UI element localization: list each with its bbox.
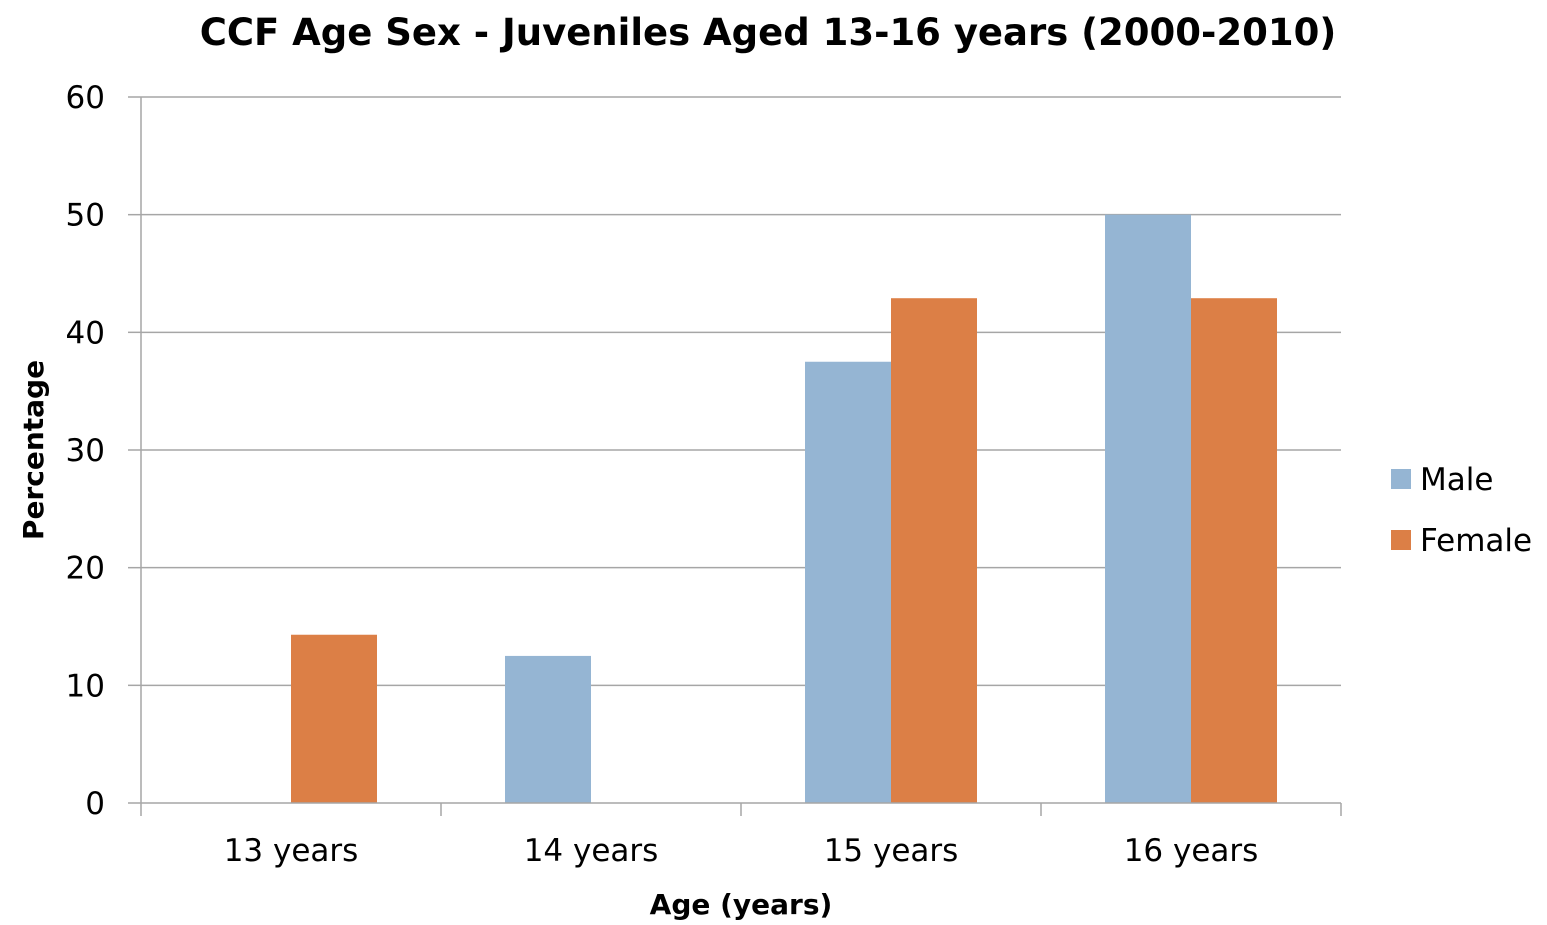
bar-female-1 bbox=[291, 635, 377, 803]
x-tick-label-3: 15 years bbox=[824, 833, 959, 869]
y-tick-label-30: 30 bbox=[66, 433, 105, 469]
bar-male-3 bbox=[805, 362, 891, 803]
bar-female-4 bbox=[1191, 298, 1277, 803]
bar-male-2 bbox=[505, 656, 591, 803]
y-axis-tick-labels: 0 10 20 30 40 50 60 bbox=[66, 80, 105, 822]
legend-swatch-female bbox=[1391, 530, 1411, 550]
x-tick-label-4: 16 years bbox=[1124, 833, 1259, 869]
x-tick-label-2: 14 years bbox=[524, 833, 659, 869]
y-tick-label-60: 60 bbox=[66, 80, 105, 116]
y-tick-label-20: 20 bbox=[66, 551, 105, 587]
bar-female-3 bbox=[891, 298, 977, 803]
bars bbox=[291, 215, 1277, 803]
x-tick-label-1: 13 years bbox=[224, 833, 359, 869]
legend-swatch-male bbox=[1391, 469, 1411, 489]
x-axis-tick-labels: 13 years 14 years 15 years 16 years bbox=[224, 833, 1259, 869]
legend-label-female: Female bbox=[1420, 523, 1532, 559]
x-axis-title: Age (years) bbox=[650, 888, 833, 921]
y-axis-title: Percentage bbox=[17, 360, 50, 540]
y-tick-label-10: 10 bbox=[66, 668, 105, 704]
y-tick-label-50: 50 bbox=[66, 198, 105, 234]
y-tick-label-0: 0 bbox=[85, 786, 105, 822]
y-tick-label-40: 40 bbox=[66, 315, 105, 351]
legend: Male Female bbox=[1391, 462, 1532, 559]
chart-title: CCF Age Sex - Juveniles Aged 13-16 years… bbox=[200, 11, 1337, 54]
bar-male-4 bbox=[1105, 215, 1191, 803]
legend-label-male: Male bbox=[1420, 462, 1493, 498]
